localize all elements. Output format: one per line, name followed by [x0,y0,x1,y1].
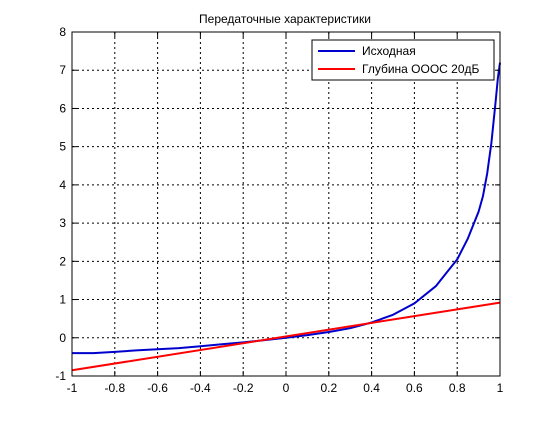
y-tick-label: -1 [55,369,66,383]
y-tick-label: 4 [59,178,66,192]
x-tick-label: -0.4 [190,381,211,395]
series-line-1 [71,301,501,372]
y-tick-label: 0 [59,331,66,345]
y-tick-label: 7 [59,63,66,77]
legend-label-original: Исходная [362,44,416,58]
legend-box [311,39,495,81]
chart-title: Передаточные характеристики [199,12,371,26]
x-tick-label: -0.8 [104,381,125,395]
y-tick-label: 1 [59,293,66,307]
legend: Исходная Глубина ОООС 20дБ [311,39,495,81]
x-tick-label: -1 [67,381,78,395]
x-tick-label: 0 [283,381,290,395]
x-tick-label: 0.6 [406,381,423,395]
y-tick-label: 5 [59,140,66,154]
axis-ticks: -1 -0.8 -0.6 -0.4 -0.2 0 0.2 0.4 0.6 0.8 1 -1 0 1 2 3 4 5… [55,25,503,395]
x-tick-label: -0.6 [147,381,168,395]
y-tick-label: 2 [59,254,66,268]
series-lines [71,62,501,372]
legend-label-feedback: Глубина ОООС 20дБ [362,62,480,76]
y-tick-label: 8 [59,25,66,39]
y-tick-label: 6 [59,101,66,115]
x-tick-label: 0.8 [449,381,466,395]
x-tick-label: 1 [497,381,504,395]
x-tick-label: 0.4 [363,381,380,395]
x-tick-label: 0.2 [320,381,337,395]
y-tick-label: 3 [59,216,66,230]
x-tick-label: -0.2 [233,381,254,395]
